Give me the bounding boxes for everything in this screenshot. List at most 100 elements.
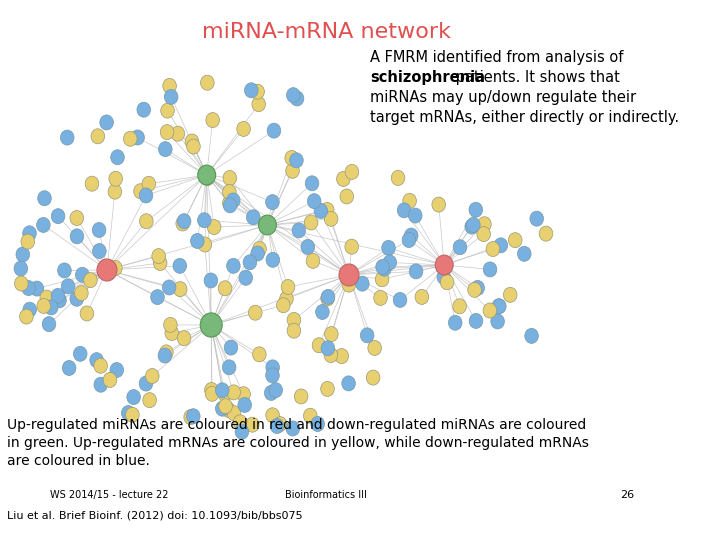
Circle shape (134, 184, 148, 199)
Circle shape (324, 211, 338, 226)
Circle shape (160, 345, 174, 360)
Circle shape (266, 252, 279, 267)
Circle shape (312, 338, 325, 353)
Circle shape (94, 358, 107, 373)
Circle shape (21, 234, 35, 249)
Circle shape (289, 153, 303, 168)
Circle shape (198, 237, 212, 252)
Circle shape (251, 246, 264, 261)
Circle shape (342, 376, 356, 391)
Circle shape (123, 131, 137, 146)
Circle shape (197, 213, 211, 228)
Circle shape (397, 203, 411, 218)
Circle shape (491, 314, 505, 329)
Circle shape (321, 341, 335, 356)
Circle shape (539, 226, 553, 241)
Circle shape (139, 376, 153, 391)
Circle shape (320, 381, 334, 396)
Circle shape (276, 298, 290, 313)
Circle shape (91, 129, 104, 144)
Circle shape (393, 293, 407, 307)
Circle shape (508, 233, 522, 248)
Circle shape (304, 408, 317, 423)
Circle shape (14, 261, 27, 276)
Circle shape (252, 97, 266, 112)
Circle shape (471, 280, 485, 295)
Circle shape (200, 313, 222, 337)
Circle shape (158, 348, 171, 363)
Circle shape (243, 255, 257, 270)
Circle shape (294, 389, 308, 404)
Circle shape (345, 164, 359, 179)
Circle shape (340, 189, 354, 204)
Circle shape (145, 368, 159, 383)
Circle shape (70, 229, 84, 244)
Circle shape (185, 134, 199, 149)
Circle shape (337, 171, 350, 186)
Circle shape (292, 223, 306, 238)
Circle shape (177, 214, 191, 228)
Circle shape (191, 233, 204, 248)
Circle shape (237, 387, 251, 402)
Circle shape (206, 113, 220, 127)
Circle shape (246, 210, 260, 225)
Circle shape (222, 195, 236, 211)
Circle shape (251, 84, 264, 99)
Circle shape (408, 208, 422, 223)
Circle shape (311, 416, 325, 431)
Circle shape (198, 165, 216, 185)
Circle shape (238, 397, 251, 413)
Circle shape (282, 280, 294, 294)
Circle shape (111, 150, 125, 165)
Circle shape (19, 309, 33, 324)
Circle shape (218, 387, 232, 402)
Circle shape (437, 269, 451, 285)
Circle shape (92, 222, 106, 238)
Text: miRNAs may up/down regulate their: miRNAs may up/down regulate their (370, 90, 636, 105)
Circle shape (161, 103, 174, 118)
Circle shape (269, 383, 282, 397)
Circle shape (266, 194, 279, 210)
Text: target mRNAs, either directly or indirectly.: target mRNAs, either directly or indirec… (370, 110, 679, 125)
Circle shape (127, 389, 140, 404)
Circle shape (366, 370, 380, 385)
Circle shape (109, 260, 122, 275)
Circle shape (248, 305, 262, 320)
Circle shape (266, 368, 279, 383)
Circle shape (525, 328, 539, 343)
Text: Liu et al. Brief Bioinf. (2012) doi: 10.1093/bib/bbs075: Liu et al. Brief Bioinf. (2012) doi: 10.… (7, 510, 303, 520)
Circle shape (30, 281, 44, 296)
Circle shape (467, 218, 480, 232)
Circle shape (109, 171, 122, 186)
Circle shape (139, 188, 153, 203)
Circle shape (16, 247, 30, 262)
Text: Bioinformatics III: Bioinformatics III (285, 490, 367, 500)
Circle shape (368, 340, 382, 355)
Circle shape (287, 323, 301, 338)
Circle shape (285, 151, 299, 165)
Circle shape (153, 255, 167, 271)
Text: WS 2014/15 - lecture 22: WS 2014/15 - lecture 22 (50, 490, 168, 500)
Circle shape (286, 421, 300, 436)
Circle shape (40, 290, 53, 305)
Circle shape (469, 313, 483, 328)
Circle shape (465, 219, 479, 234)
Circle shape (70, 291, 84, 306)
Text: patients. It shows that: patients. It shows that (451, 70, 621, 85)
Circle shape (376, 259, 390, 274)
Circle shape (375, 272, 389, 287)
Circle shape (80, 306, 94, 321)
Circle shape (51, 288, 65, 303)
Circle shape (61, 279, 75, 294)
Circle shape (163, 318, 177, 333)
Circle shape (270, 418, 284, 434)
Circle shape (22, 281, 35, 295)
Circle shape (23, 302, 37, 317)
Circle shape (374, 291, 387, 306)
Circle shape (152, 248, 166, 264)
Circle shape (84, 273, 97, 288)
Circle shape (222, 360, 236, 375)
Circle shape (228, 406, 240, 421)
Circle shape (37, 299, 50, 313)
Circle shape (492, 299, 506, 314)
